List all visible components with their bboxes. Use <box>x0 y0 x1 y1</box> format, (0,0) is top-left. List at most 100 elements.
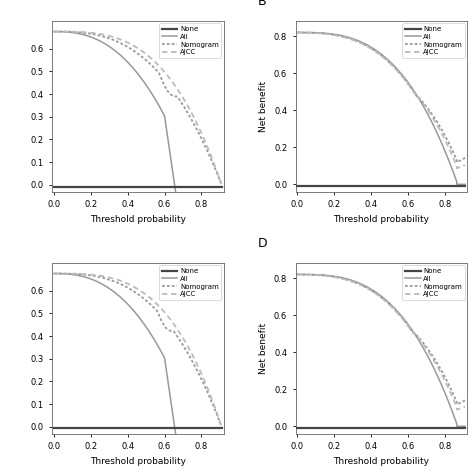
All <box>178 191 183 197</box>
Nomogram <box>81 30 86 36</box>
All <box>370 46 376 51</box>
All <box>454 423 460 429</box>
Nomogram <box>454 159 460 165</box>
All <box>337 274 343 280</box>
All <box>324 273 330 278</box>
AJCC <box>337 34 343 39</box>
Nomogram <box>421 341 427 346</box>
Nomogram <box>462 155 468 161</box>
All <box>127 62 133 67</box>
Nomogram <box>407 82 412 88</box>
Nomogram <box>163 325 169 331</box>
Line: All: All <box>54 32 222 194</box>
X-axis label: Threshold probability: Threshold probability <box>333 215 429 224</box>
AJCC <box>393 309 399 314</box>
Nomogram <box>219 182 225 188</box>
All <box>81 32 86 37</box>
Text: D: D <box>258 237 267 250</box>
Line: Nomogram: Nomogram <box>54 32 222 185</box>
None <box>81 183 86 189</box>
AJCC <box>94 31 100 36</box>
AJCC <box>337 275 343 281</box>
Nomogram <box>462 398 468 403</box>
X-axis label: Threshold probability: Threshold probability <box>90 215 186 224</box>
Nomogram <box>219 424 225 430</box>
None <box>324 425 330 430</box>
Nomogram <box>177 338 183 344</box>
Line: Nomogram: Nomogram <box>297 32 465 162</box>
None <box>150 183 155 189</box>
None <box>81 426 86 431</box>
None <box>294 425 300 430</box>
None <box>370 425 376 430</box>
AJCC <box>94 273 100 278</box>
Nomogram <box>81 272 86 277</box>
None <box>294 183 300 189</box>
None <box>462 183 468 189</box>
AJCC <box>177 91 183 96</box>
AJCC <box>421 101 427 107</box>
None <box>163 183 169 189</box>
Y-axis label: Net benefit: Net benefit <box>259 323 268 374</box>
None <box>421 183 427 189</box>
Nomogram <box>370 47 376 53</box>
None <box>150 426 155 431</box>
None <box>219 183 225 189</box>
Nomogram <box>94 273 100 279</box>
None <box>370 183 376 189</box>
All <box>51 29 57 35</box>
Line: All: All <box>297 32 465 184</box>
All <box>407 82 412 87</box>
AJCC <box>81 271 86 277</box>
Nomogram <box>324 273 330 279</box>
None <box>177 426 183 431</box>
Line: AJCC: AJCC <box>297 32 465 168</box>
Nomogram <box>163 86 169 91</box>
AJCC <box>219 424 225 430</box>
None <box>337 183 343 189</box>
All <box>94 279 100 284</box>
All <box>150 334 155 340</box>
AJCC <box>454 165 460 171</box>
All <box>324 30 330 36</box>
AJCC <box>150 298 155 303</box>
None <box>127 183 133 189</box>
Line: AJCC: AJCC <box>54 32 222 185</box>
Legend: None, All, Nomogram, AJCC: None, All, Nomogram, AJCC <box>159 265 221 300</box>
Nomogram <box>454 401 460 407</box>
None <box>94 183 100 189</box>
None <box>421 425 427 430</box>
Nomogram <box>393 309 399 314</box>
AJCC <box>51 29 57 35</box>
AJCC <box>51 271 57 276</box>
AJCC <box>163 311 169 317</box>
AJCC <box>294 29 300 35</box>
Line: AJCC: AJCC <box>297 274 465 410</box>
All <box>462 182 468 187</box>
Legend: None, All, Nomogram, AJCC: None, All, Nomogram, AJCC <box>402 265 465 300</box>
None <box>337 425 343 430</box>
Y-axis label: Net benefit: Net benefit <box>259 81 268 132</box>
None <box>163 426 169 431</box>
None <box>177 183 183 189</box>
AJCC <box>219 182 225 188</box>
None <box>393 183 399 189</box>
Line: All: All <box>297 274 465 426</box>
AJCC <box>370 289 376 295</box>
All <box>81 274 86 280</box>
AJCC <box>393 67 399 73</box>
Nomogram <box>324 31 330 37</box>
All <box>219 191 225 197</box>
All <box>462 423 468 429</box>
All <box>150 92 155 98</box>
Nomogram <box>127 46 133 51</box>
All <box>421 346 427 351</box>
Nomogram <box>150 64 155 69</box>
X-axis label: Threshold probability: Threshold probability <box>90 456 186 465</box>
None <box>51 426 57 431</box>
None <box>94 426 100 431</box>
X-axis label: Threshold probability: Threshold probability <box>333 456 429 465</box>
All <box>454 182 460 187</box>
AJCC <box>324 273 330 279</box>
None <box>393 425 399 430</box>
